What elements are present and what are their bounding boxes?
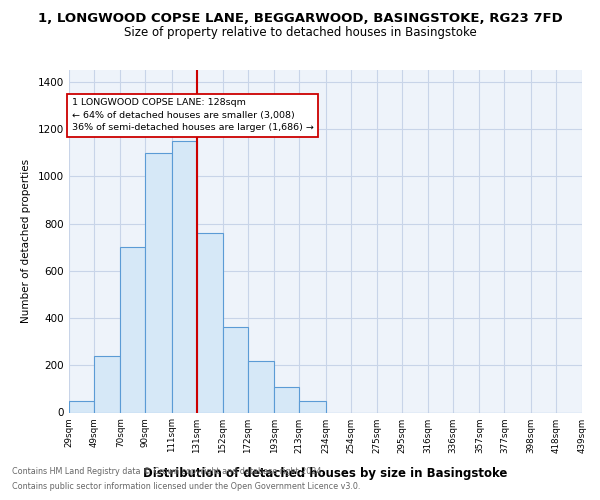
Text: Size of property relative to detached houses in Basingstoke: Size of property relative to detached ho… xyxy=(124,26,476,39)
Bar xyxy=(69,400,94,412)
Bar xyxy=(248,360,274,412)
Bar xyxy=(120,247,145,412)
Text: 1 LONGWOOD COPSE LANE: 128sqm
← 64% of detached houses are smaller (3,008)
36% o: 1 LONGWOOD COPSE LANE: 128sqm ← 64% of d… xyxy=(71,98,313,132)
Text: Contains public sector information licensed under the Open Government Licence v3: Contains public sector information licen… xyxy=(12,482,361,491)
Bar xyxy=(94,356,121,412)
Bar xyxy=(172,141,197,412)
Bar xyxy=(299,400,325,412)
Bar xyxy=(274,386,299,412)
X-axis label: Distribution of detached houses by size in Basingstoke: Distribution of detached houses by size … xyxy=(143,467,508,480)
Text: Contains HM Land Registry data © Crown copyright and database right 2024.: Contains HM Land Registry data © Crown c… xyxy=(12,467,324,476)
Bar xyxy=(223,328,248,412)
Text: 1, LONGWOOD COPSE LANE, BEGGARWOOD, BASINGSTOKE, RG23 7FD: 1, LONGWOOD COPSE LANE, BEGGARWOOD, BASI… xyxy=(38,12,562,26)
Bar xyxy=(197,233,223,412)
Bar xyxy=(145,152,172,412)
Y-axis label: Number of detached properties: Number of detached properties xyxy=(21,159,31,324)
